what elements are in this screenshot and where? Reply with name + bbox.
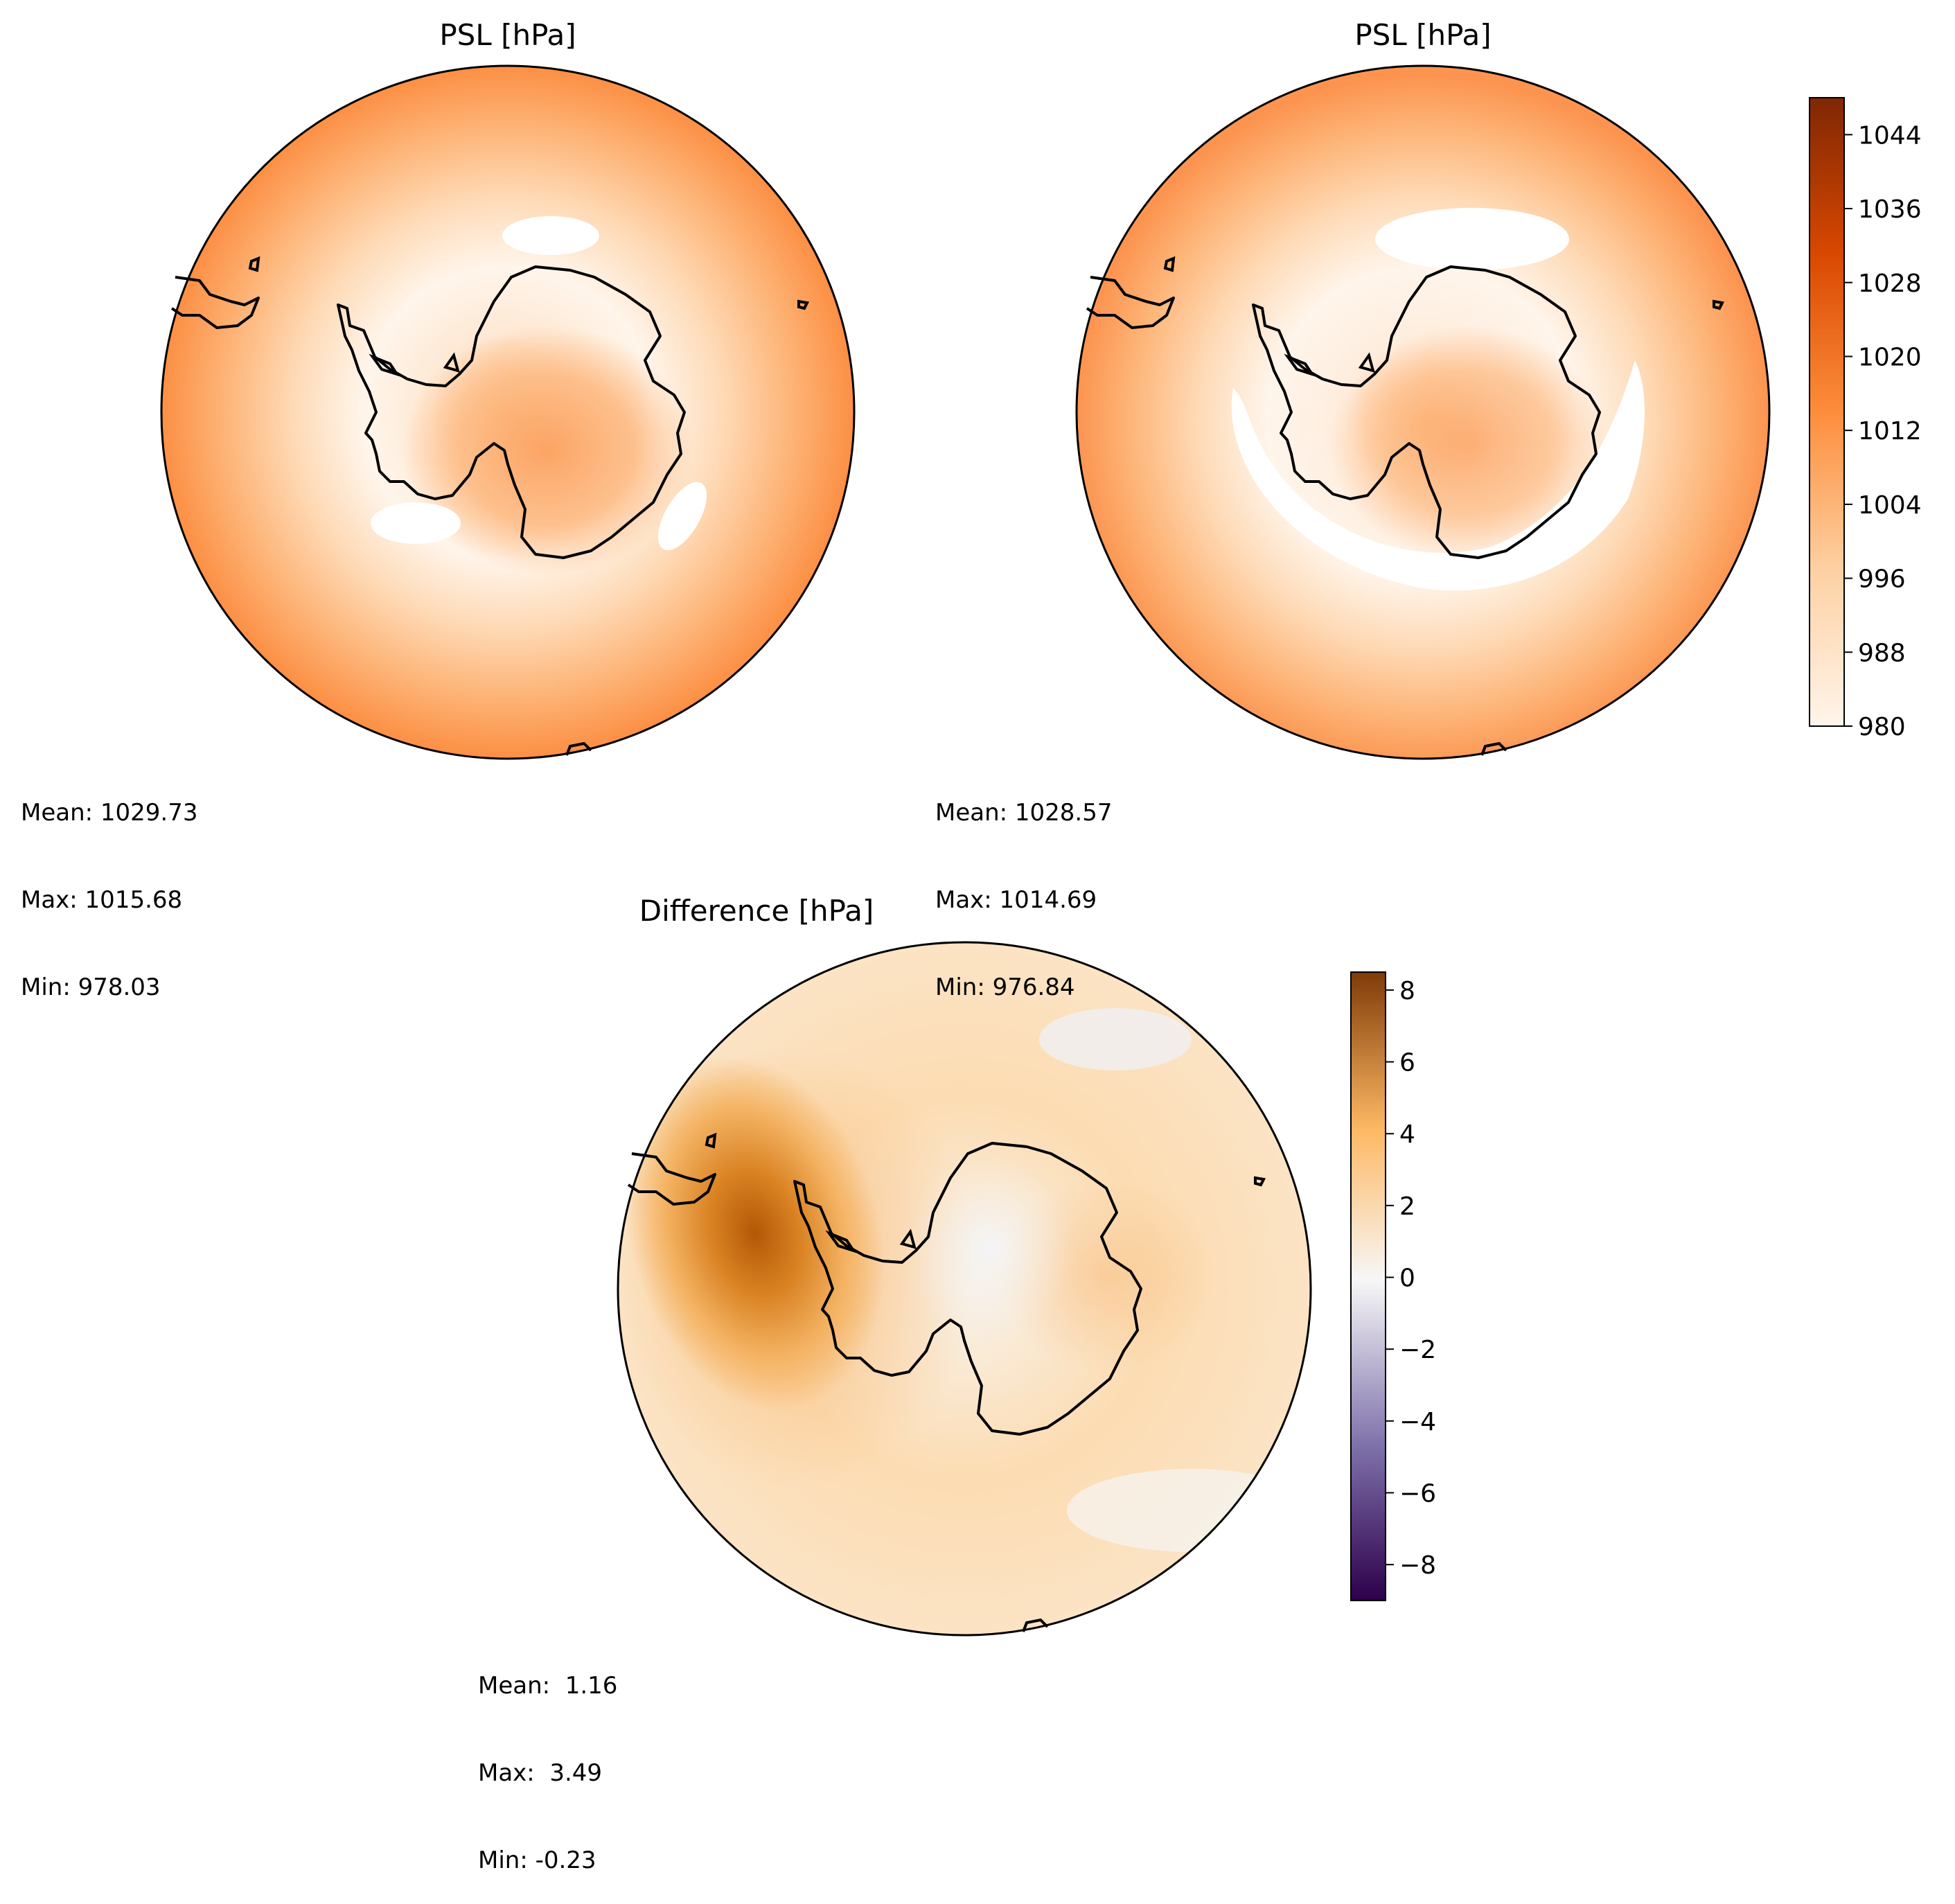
stat-max-diff: Max: 3.49 <box>478 1759 603 1787</box>
psl-tick-label: 996 <box>1858 565 1906 594</box>
stat-mean-diff: Mean: 1.16 <box>478 1672 618 1700</box>
psl-tick-label: 1004 <box>1858 491 1922 520</box>
panel-title-left: PSL [hPa] <box>439 18 576 52</box>
stats-right: Mean: 1028.57 Max: 1014.69 Min: 976.84 <box>935 740 1113 1031</box>
map-panel-diff <box>617 941 1312 1637</box>
diff-tick-label: −8 <box>1399 1551 1436 1580</box>
stat-max-right: Max: 1014.69 <box>935 886 1097 914</box>
diff-tick-label: 0 <box>1399 1264 1415 1293</box>
stat-min-diff: Min: -0.23 <box>478 1846 596 1874</box>
psl-tick-label: 1028 <box>1858 270 1922 298</box>
psl-tick-label: 1036 <box>1858 195 1922 224</box>
panel-title-diff: Difference [hPa] <box>639 894 874 928</box>
diff-tick-label: 8 <box>1399 977 1415 1005</box>
stats-diff: Mean: 1.16 Max: 3.49 Min: -0.23 <box>478 1613 617 1904</box>
colorbar-diff: −8 −6 −4 −2 0 2 4 6 8 <box>1350 971 1436 1601</box>
colorbar-psl: 980 988 996 1004 1012 1020 1028 1036 1044 <box>1809 97 1922 741</box>
map-boundary-right <box>1075 64 1771 760</box>
colorbar-diff-ticks: −8 −6 −4 −2 0 2 4 6 8 <box>1386 977 1436 1580</box>
panel-title-right: PSL [hPa] <box>1354 18 1492 52</box>
map-panel-right <box>1075 64 1771 760</box>
diff-tick-label: 4 <box>1399 1120 1415 1149</box>
stats-left: Mean: 1029.73 Max: 1015.68 Min: 978.03 <box>21 740 198 1031</box>
stat-mean-left: Mean: 1029.73 <box>21 799 198 827</box>
stat-max-left: Max: 1015.68 <box>21 886 183 914</box>
psl-tick-label: 988 <box>1858 639 1906 667</box>
stat-mean-right: Mean: 1028.57 <box>935 799 1113 827</box>
psl-tick-label: 1012 <box>1858 417 1922 446</box>
stat-min-right: Min: 976.84 <box>935 973 1075 1001</box>
colorbar-psl-ticks: 980 988 996 1004 1012 1020 1028 1036 1044 <box>1844 121 1922 741</box>
psl-tick-label: 1044 <box>1858 121 1922 150</box>
figure: 980 988 996 1004 1012 1020 1028 1036 1044 −8 −6 −4… <box>160 64 1922 1637</box>
map-panel-left <box>160 64 856 760</box>
diff-tick-label: −2 <box>1399 1336 1436 1364</box>
diff-tick-label: 2 <box>1399 1192 1415 1221</box>
diff-tick-label: −6 <box>1399 1480 1436 1508</box>
psl-tick-label: 1020 <box>1858 343 1922 371</box>
stat-min-left: Min: 978.03 <box>21 973 161 1001</box>
map-boundary-left <box>160 64 856 760</box>
diff-tick-label: 6 <box>1399 1049 1415 1077</box>
psl-tick-label: 980 <box>1858 713 1906 741</box>
map-boundary-diff <box>617 941 1312 1637</box>
diff-tick-label: −4 <box>1399 1408 1436 1436</box>
